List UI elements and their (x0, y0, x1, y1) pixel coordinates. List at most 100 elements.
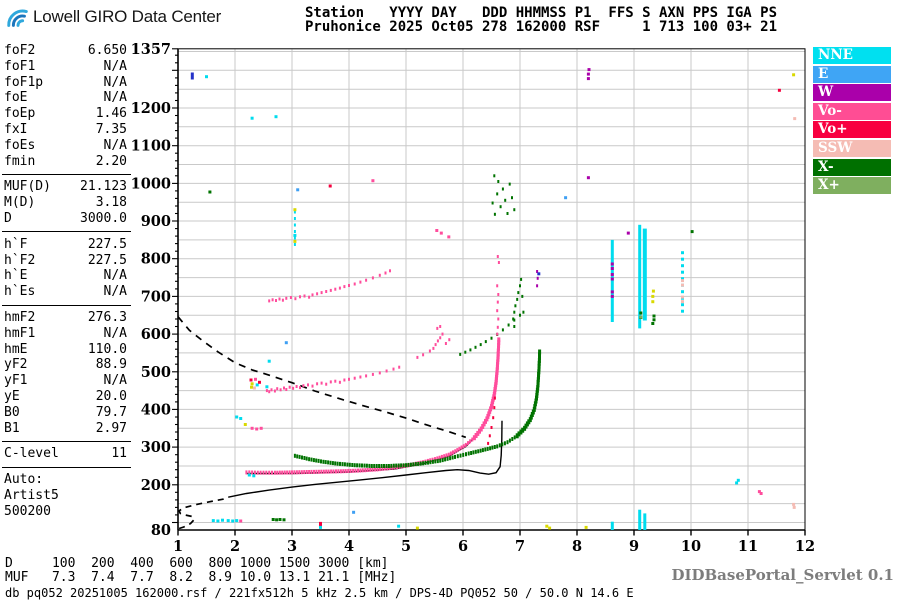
parameter-value: 2.20 (95, 153, 127, 169)
parameter-label: hmE (4, 341, 28, 357)
legend-item-vo+: Vo+ (813, 121, 891, 139)
parameter-label: foF2 (4, 43, 36, 58)
parameter-label: hmF2 (4, 310, 36, 325)
trace-magenta-near-fxi (536, 270, 539, 288)
svg-text:3: 3 (287, 538, 297, 555)
parameter-panel: foF2 6.650 foF1 N/A foF1p N/A foE N/A foEp 1.46 fx… (2, 0, 134, 540)
parameter-label: h`Es (4, 284, 36, 300)
panel-divider (2, 440, 131, 442)
parameter-label: 500200 (4, 503, 51, 519)
panel-divider (2, 304, 131, 306)
svg-text:6: 6 (458, 538, 468, 555)
panel-divider (2, 466, 131, 468)
parameter-row-fxi: fxI 7.35 (4, 122, 127, 137)
trace-second-hop-band-1 (265, 365, 401, 394)
trace-spread-above-fof2 (496, 255, 500, 336)
svg-text:200: 200 (141, 477, 171, 494)
svg-text:300: 300 (141, 439, 171, 456)
parameter-label: B0 (4, 404, 20, 420)
parameter-row-foep: foEp 1.46 (4, 106, 127, 121)
parameter-value: 276.3 (87, 310, 127, 325)
parameter-label: yF2 (4, 357, 28, 373)
parameter-value: 227.5 (87, 252, 127, 268)
brand-title: Lowell GIRO Data Center (33, 7, 222, 26)
axis-labels: 1357120011001000900800700600500400300200… (131, 41, 815, 555)
parameter-row-mufd: MUF(D) 21.123 (4, 179, 127, 194)
parameter-value: 88.9 (95, 357, 127, 373)
parameter-label: foE (4, 90, 28, 106)
parameter-value: 11 (111, 446, 127, 462)
station-header-row: Station YYYY DAY DDD HHMMSS P1 FFS S AXN… (305, 5, 778, 21)
svg-text:8: 8 (572, 538, 582, 555)
svg-text:1: 1 (173, 538, 183, 555)
axes (172, 48, 806, 536)
parameter-label: h`F (4, 236, 28, 252)
svg-text:7: 7 (515, 538, 525, 555)
parameter-label: hmF1 (4, 325, 36, 341)
panel-divider (2, 231, 131, 233)
legend-item-x+: X+ (813, 177, 891, 195)
giro-logo-icon (7, 9, 28, 27)
parameter-row-hmf2: hmF2 276.3 (4, 310, 127, 325)
parameter-row-fof2: foF2 6.650 (4, 43, 127, 58)
parameter-row-artist5: Artist5 (4, 488, 127, 503)
echo-traces (245, 174, 542, 475)
parameter-label: Auto: (4, 472, 44, 488)
svg-text:2: 2 (230, 538, 240, 555)
parameter-row-md: M(D) 3.18 (4, 195, 127, 210)
parameter-label: foF1p (4, 74, 44, 90)
parameter-label: Artist5 (4, 488, 59, 503)
scatter-dots (190, 68, 797, 530)
trace-second-hop-band-1-tail (416, 325, 451, 359)
legend-item-ssw: SSW (813, 140, 891, 157)
svg-text:1100: 1100 (131, 138, 171, 155)
parameter-row-foe: foE N/A (4, 90, 127, 105)
legend-item-e: E (813, 65, 891, 83)
servlet-version-label: DIDBasePortal_Servlet 0.1 (671, 566, 894, 584)
parameter-value: 20.0 (95, 389, 127, 404)
parameter-row-hf: h`F 227.5 (4, 237, 127, 252)
parameter-row-500200: 500200 (4, 504, 127, 519)
parameter-row-d: D 3000.0 (4, 211, 127, 226)
measurement-status-line: db pq052 20251005 162000.rsf / 221fx512h… (5, 586, 634, 600)
parameter-value: 3000.0 (80, 211, 127, 226)
station-values-row: Pruhonice 2025 Oct05 278 162000 RSF 1 71… (305, 19, 778, 35)
parameter-row-yf2: yF2 88.9 (4, 357, 127, 372)
parameter-value: 79.7 (95, 404, 127, 420)
parameter-label: D (4, 211, 12, 226)
parameter-row-auto: Auto: (4, 472, 127, 487)
parameter-value: 2.97 (95, 420, 127, 436)
distance-row: D 100 200 400 600 800 1000 1500 3000 [km… (5, 556, 389, 571)
parameter-value: 6.650 (87, 43, 127, 58)
trace-second-hop-x (459, 310, 525, 356)
trace-green-column-pieces (512, 277, 524, 328)
parameter-value: N/A (103, 137, 127, 153)
trace-o-trace (245, 337, 501, 475)
parameter-row-hmf1: hmF1 N/A (4, 326, 127, 341)
parameter-label: foEs (4, 137, 36, 153)
parameter-row-fof1p: foF1p N/A (4, 75, 127, 90)
svg-text:1000: 1000 (131, 175, 171, 192)
parameter-row-he: h`E N/A (4, 268, 127, 283)
parameter-label: h`F2 (4, 252, 36, 268)
svg-text:80: 80 (151, 522, 171, 539)
svg-text:10: 10 (681, 538, 701, 555)
parameter-value: 7.35 (95, 122, 127, 137)
parameter-value: N/A (103, 284, 127, 300)
parameter-row-clevel: C-level 11 (4, 446, 127, 461)
parameter-value: N/A (103, 74, 127, 90)
parameter-value: N/A (103, 373, 127, 389)
parameter-label: M(D) (4, 195, 36, 211)
svg-text:1200: 1200 (131, 100, 171, 117)
parameter-value: 227.5 (87, 236, 127, 252)
svg-text:500: 500 (141, 364, 171, 381)
parameter-row-fmin: fmin 2.20 (4, 154, 127, 169)
trace-second-hop-band-2 (268, 269, 391, 303)
svg-text:400: 400 (141, 401, 171, 418)
legend-item-vo-: Vo- (813, 102, 891, 120)
svg-text:800: 800 (141, 251, 171, 268)
legend-item-w: W (813, 84, 891, 102)
trace-o-trace-red-marks (487, 396, 496, 445)
panel-divider (2, 173, 131, 175)
